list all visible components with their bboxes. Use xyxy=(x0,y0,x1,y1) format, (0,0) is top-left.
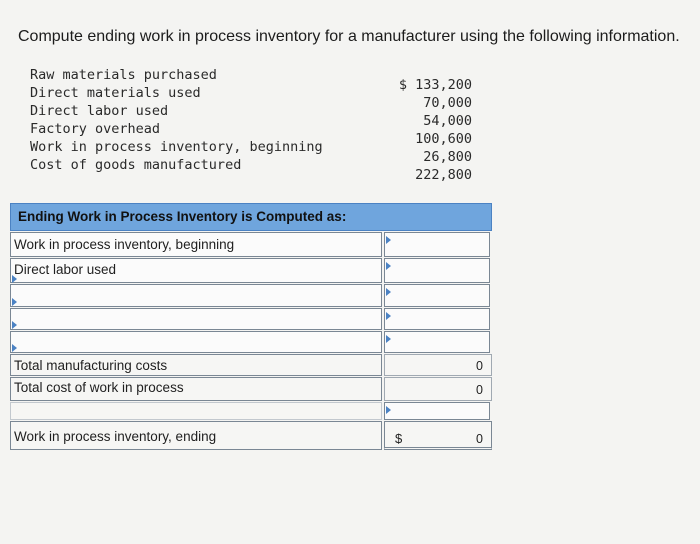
row-label-cell[interactable] xyxy=(10,331,382,353)
given-value: 26,800 xyxy=(423,149,472,165)
row-label-cell[interactable]: Direct labor used xyxy=(10,258,382,283)
dropdown-marker-icon xyxy=(12,298,17,306)
row-label-cell[interactable] xyxy=(10,284,382,307)
amount-input[interactable] xyxy=(384,308,490,330)
row-label: Work in process inventory, beginning xyxy=(14,237,235,252)
wip-computation-table: Ending Work in Process Inventory is Comp… xyxy=(10,203,494,451)
amount-input[interactable] xyxy=(384,258,490,283)
row-label: Direct labor used xyxy=(14,262,117,277)
total-cost-wip-value-cell: 0 xyxy=(384,377,492,401)
dropdown-marker-icon xyxy=(386,262,391,270)
dropdown-marker-icon xyxy=(12,321,17,329)
amount-input[interactable] xyxy=(384,232,490,257)
given-values: $ 133,200 70,000 54,000 100,600 26,800 2… xyxy=(380,76,472,184)
ending-wip-row: Work in process inventory, ending xyxy=(10,421,382,450)
dropdown-marker-icon xyxy=(386,335,391,343)
given-labels: Raw materials purchased Direct materials… xyxy=(30,66,323,174)
ending-wip-label: Work in process inventory, ending xyxy=(14,429,217,444)
given-value: 100,600 xyxy=(415,131,472,147)
row-label-cell[interactable] xyxy=(10,308,382,330)
amount-input[interactable] xyxy=(384,284,490,307)
amount-input[interactable] xyxy=(384,402,490,420)
dropdown-marker-icon xyxy=(12,275,17,283)
given-label: Cost of goods manufactured xyxy=(30,157,242,173)
total-manufacturing-costs-label: Total manufacturing costs xyxy=(14,358,168,373)
total-manufacturing-costs-value: 0 xyxy=(476,359,483,373)
dropdown-marker-icon xyxy=(12,344,17,352)
given-value: $ 133,200 xyxy=(398,77,472,93)
total-cost-wip-value: 0 xyxy=(476,383,483,397)
given-label: Factory overhead xyxy=(30,121,161,137)
given-label: Work in process inventory, beginning xyxy=(30,139,323,155)
spacer-row xyxy=(10,402,382,420)
dropdown-marker-icon xyxy=(386,406,391,414)
dropdown-marker-icon xyxy=(386,236,391,244)
given-value: 54,000 xyxy=(423,113,472,129)
total-cost-wip-label: Total cost of work in process xyxy=(14,380,184,395)
ending-wip-value-cell: $ 0 xyxy=(384,421,492,450)
amount-input[interactable] xyxy=(384,331,490,353)
given-value: 222,800 xyxy=(415,167,472,183)
total-manufacturing-costs-row: Total manufacturing costs xyxy=(10,354,382,376)
dropdown-marker-icon xyxy=(386,288,391,296)
dropdown-marker-icon xyxy=(386,312,391,320)
table-header: Ending Work in Process Inventory is Comp… xyxy=(10,203,492,231)
currency-symbol: $ xyxy=(395,431,403,446)
given-value: 70,000 xyxy=(423,95,472,111)
row-label-cell[interactable]: Work in process inventory, beginning xyxy=(10,232,382,257)
given-label: Direct labor used xyxy=(30,103,169,119)
total-cost-wip-row: Total cost of work in process xyxy=(10,377,382,401)
given-label: Raw materials purchased xyxy=(30,67,217,83)
total-manufacturing-costs-value-cell: 0 xyxy=(384,354,492,376)
given-label: Direct materials used xyxy=(30,85,201,101)
ending-wip-value: 0 xyxy=(476,432,483,446)
question-text: Compute ending work in process inventory… xyxy=(18,28,680,45)
